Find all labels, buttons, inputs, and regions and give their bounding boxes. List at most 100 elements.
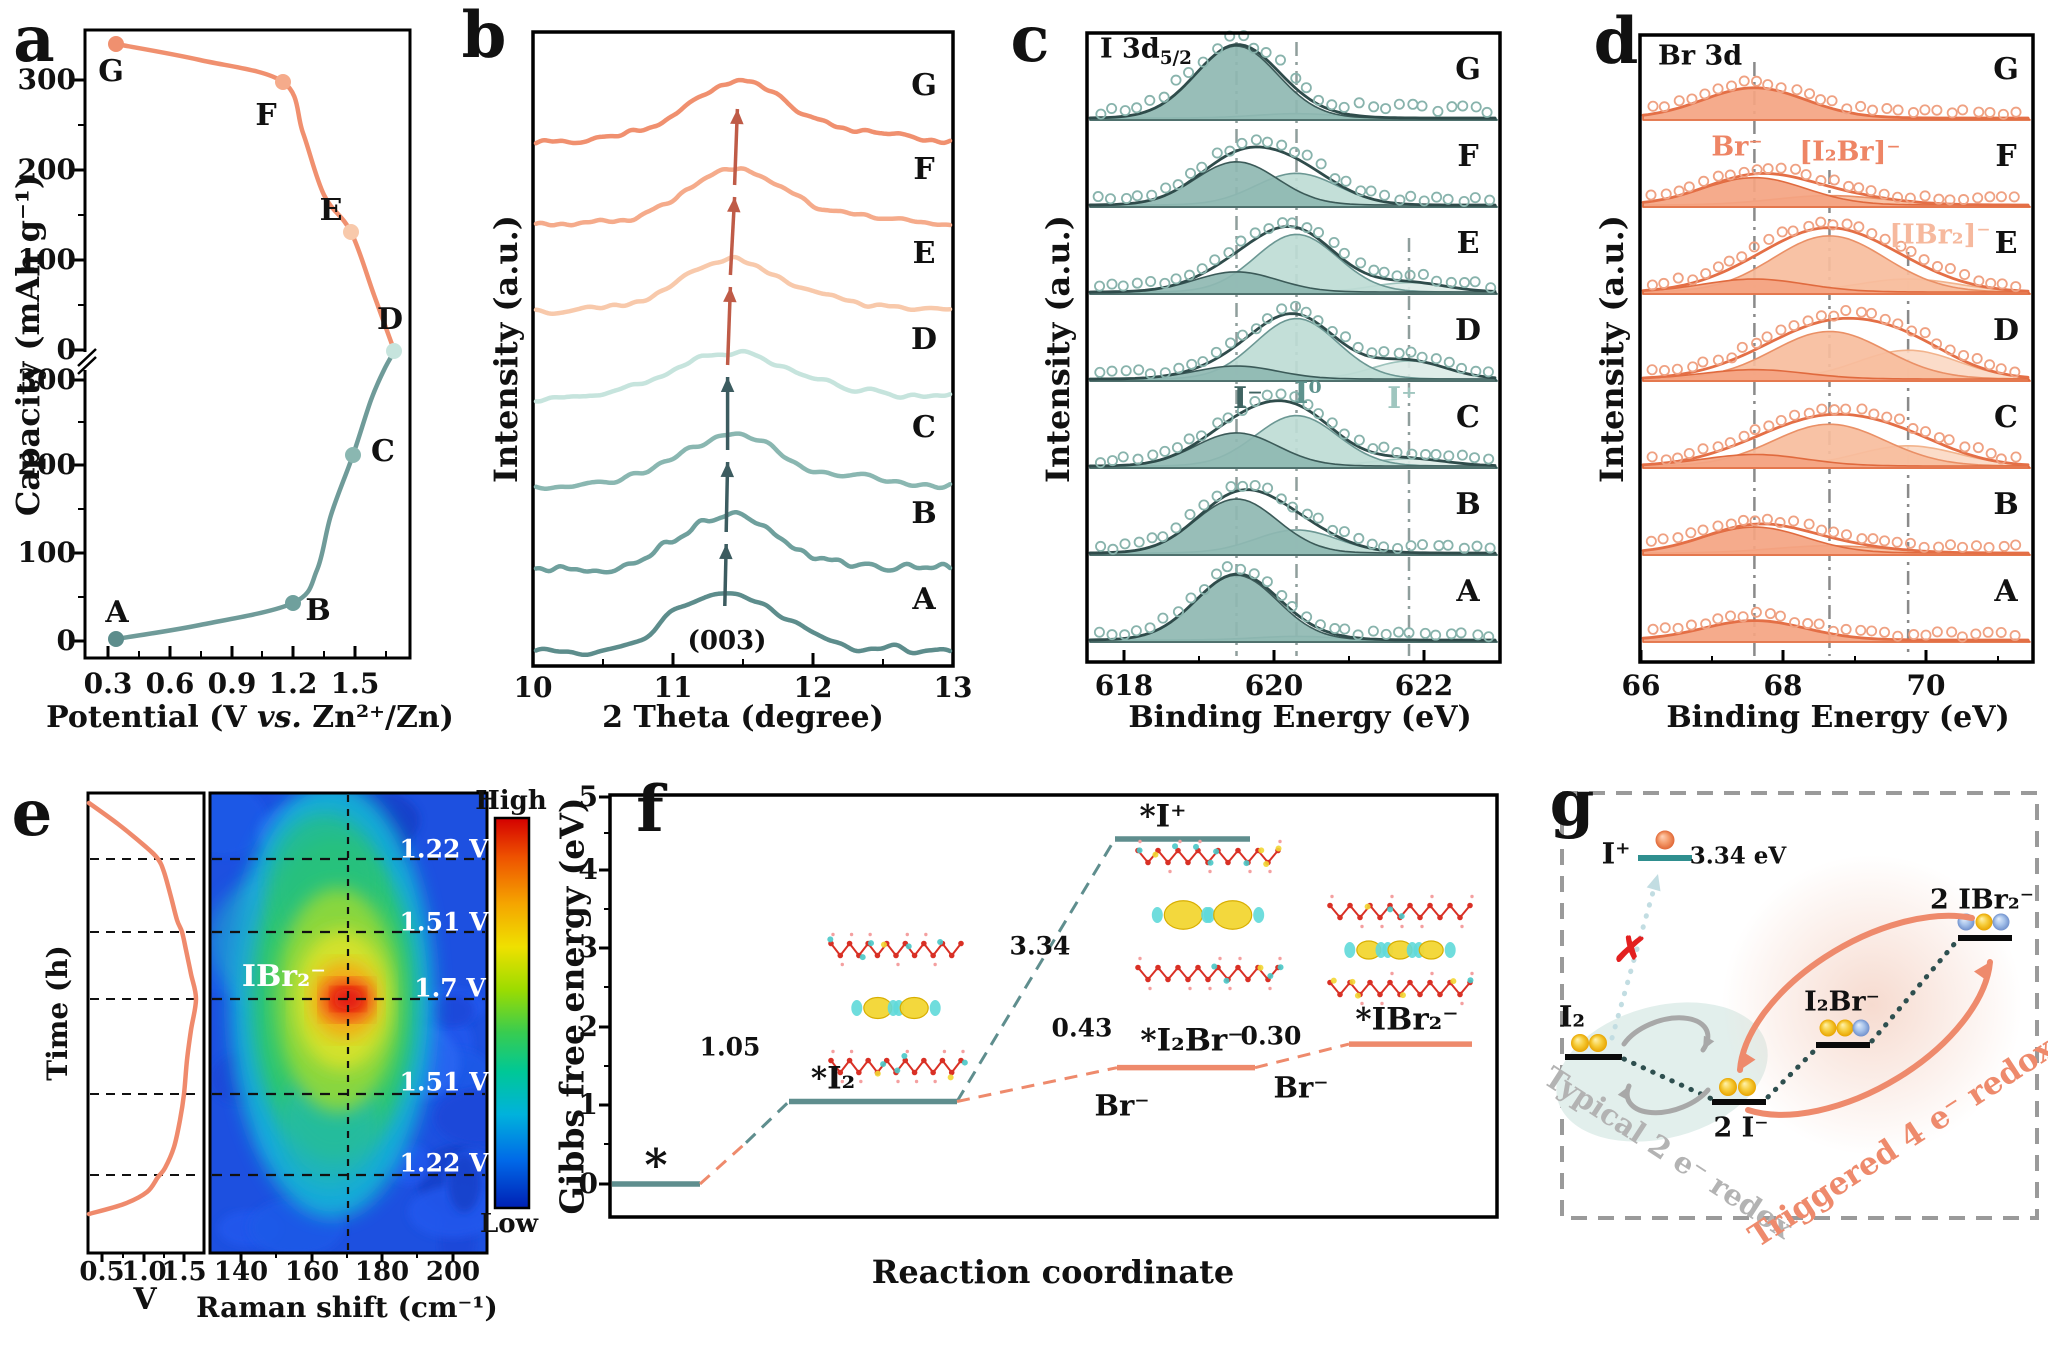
- panel-letter-a: a: [13, 2, 55, 77]
- f-ytick: 3: [578, 931, 598, 964]
- a-ytick-top: 0: [56, 333, 76, 366]
- a-point-label-C: C: [371, 434, 395, 469]
- f-level-label-IBr2: *IBr₂⁻: [1355, 1001, 1459, 1038]
- b-xtick: 11: [653, 671, 693, 704]
- c-xtick: 620: [1244, 669, 1304, 702]
- e-voltage-label: 1.22 V: [399, 834, 489, 864]
- f-level-label-I2: *I₂: [810, 1060, 856, 1097]
- c-row-label: A: [1456, 574, 1480, 609]
- f-molecular-inset: [827, 932, 968, 1084]
- c-row-label: E: [1456, 226, 1480, 261]
- f-level-label-I-plus: *I⁺: [1139, 798, 1187, 835]
- c-title: I 3d5/2: [1100, 33, 1192, 70]
- a-xtick: 1.5: [330, 667, 380, 700]
- e-raman-xtick: 160: [284, 1257, 340, 1287]
- d-species-Br: Br⁻: [1711, 131, 1763, 163]
- d-row-label: E: [1994, 226, 2018, 261]
- b-row-label: D: [910, 322, 938, 357]
- f-ytick: 1: [578, 1088, 598, 1121]
- g-I2Br-label: I₂Br⁻: [1804, 986, 1880, 1018]
- e-voltage-label: 1.7 V: [414, 973, 486, 1003]
- d-xtick: 68: [1763, 669, 1803, 702]
- f-ytick: 0: [578, 1167, 598, 1200]
- d-row-label: F: [1995, 139, 2017, 174]
- e-raman-x-label: Raman shift (cm⁻¹): [196, 1291, 498, 1324]
- f-level-label-star: *: [644, 1140, 668, 1191]
- a-ytick-top: 100: [17, 243, 76, 276]
- f-molecular-inset: [1135, 839, 1284, 991]
- panel-letter-c: c: [1010, 2, 1050, 77]
- c-species-I-minus: I⁻: [1233, 381, 1263, 416]
- panel-a-plot: [74, 28, 412, 660]
- d-row-label: D: [1992, 313, 2020, 348]
- f-ytick: 5: [578, 780, 598, 813]
- f-x-axis-label: Reaction coordinate: [871, 1253, 1235, 1291]
- e-raman-xtick: 200: [425, 1257, 481, 1287]
- b-xtick: 13: [933, 671, 973, 704]
- c-y-axis-label: Intensity (a.u.): [1039, 215, 1077, 483]
- a-ytick-bottom: 0: [56, 624, 76, 657]
- f-br-label: Br⁻: [1094, 1088, 1150, 1123]
- d-x-axis-label: Binding Energy (eV): [1666, 700, 2010, 735]
- g-blocked-cross-icon: ✗: [1610, 924, 1650, 975]
- c-row-label: G: [1455, 52, 1481, 87]
- a-ytick-top: 300: [17, 63, 76, 96]
- e-raman-xtick: 180: [354, 1257, 410, 1287]
- b-xtick: 12: [793, 671, 833, 704]
- d-row-label: A: [1994, 574, 2018, 609]
- d-row-label: G: [1993, 52, 2019, 87]
- a-point-label-A: A: [105, 595, 129, 630]
- d-row-label: C: [1994, 400, 2018, 435]
- d-y-axis-label: Intensity (a.u.): [1593, 215, 1631, 483]
- b-row-label: C: [912, 410, 936, 445]
- f-step-label: 0.43: [1051, 1013, 1113, 1043]
- b-y-axis-label: Intensity (a.u.): [487, 215, 525, 483]
- a-point-label-B: B: [305, 593, 331, 628]
- panel-g-diagram: [1556, 791, 2039, 1220]
- e-left-xtick: 1.0: [121, 1257, 167, 1287]
- d-row-label: B: [1993, 487, 2019, 522]
- a-point-label-E: E: [319, 193, 343, 228]
- g-I2-label: I₂: [1558, 999, 1586, 1034]
- e-colorbar-high: High: [475, 786, 547, 816]
- c-row-label: D: [1454, 313, 1482, 348]
- d-species-IBr2: [IBr₂]⁻: [1889, 219, 1991, 251]
- e-voltage-label: 1.22 V: [399, 1148, 489, 1178]
- c-row-label: B: [1455, 487, 1481, 522]
- panel-c-plot: [1085, 30, 1502, 664]
- panel-b-plot: [531, 30, 955, 668]
- a-xtick: 0.9: [207, 667, 257, 700]
- f-molecular-inset: [1327, 894, 1474, 1006]
- f-step-label: 0.30: [1240, 1021, 1302, 1051]
- f-br-label: Br⁻: [1273, 1070, 1329, 1105]
- c-species-I-zero: I⁰: [1294, 376, 1322, 411]
- a-xtick: 1.2: [268, 667, 318, 700]
- g-energy-label: 3.34 eV: [1689, 842, 1787, 870]
- d-species-I2Br: [I₂Br]⁻: [1799, 136, 1901, 168]
- panel-letter-g: g: [1549, 766, 1595, 841]
- b-row-label: G: [911, 68, 937, 103]
- c-row-label: F: [1457, 139, 1479, 174]
- a-point-label-F: F: [255, 98, 277, 133]
- g-2IBr2-label: 2 IBr₂⁻: [1930, 884, 2034, 916]
- panel-letter-f: f: [636, 772, 664, 847]
- d-xtick: 66: [1621, 669, 1661, 702]
- a-ytick-bottom: 200: [17, 448, 76, 481]
- a-xtick: 0.6: [145, 667, 195, 700]
- b-row-label: A: [912, 582, 936, 617]
- a-ytick-bottom: 300: [17, 363, 76, 396]
- e-raman-xtick: 140: [213, 1257, 269, 1287]
- b-row-label: F: [913, 152, 935, 187]
- e-voltage-label: 1.51 V: [399, 1067, 489, 1097]
- c-xtick: 622: [1394, 669, 1454, 702]
- panel-f-plot: [599, 793, 1499, 1219]
- a-ytick-bottom: 100: [17, 536, 76, 569]
- g-I-plus-label: I⁺: [1601, 836, 1631, 871]
- f-step-label: 1.05: [699, 1032, 761, 1062]
- b-row-label: B: [911, 496, 937, 531]
- a-x-axis-label: Potential (V vs. Zn²⁺/Zn): [46, 700, 454, 735]
- c-x-axis-label: Binding Energy (eV): [1128, 700, 1472, 735]
- f-level-label-I2Br: *I₂Br⁻: [1140, 1022, 1244, 1059]
